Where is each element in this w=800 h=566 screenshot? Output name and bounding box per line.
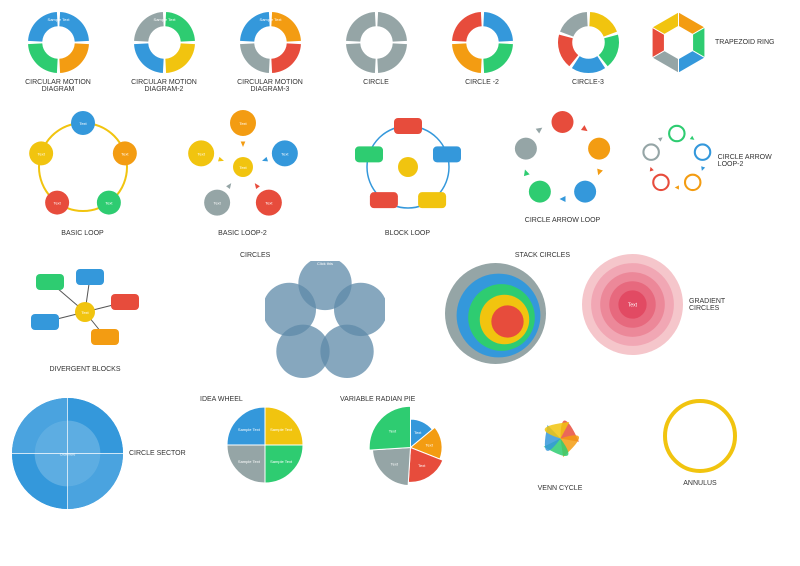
diagram-label: GRADIENT CIRCLES [689, 298, 749, 312]
diagram-label: CIRCLES [240, 252, 270, 259]
svg-text:Sample Text: Sample Text [259, 17, 282, 22]
svg-text:Text: Text [239, 121, 247, 126]
svg-text:Sample Text: Sample Text [270, 427, 293, 432]
svg-text:Text: Text [53, 201, 61, 206]
svg-text:Click here: Click here [60, 453, 76, 457]
diagram-label: CIRCLE -2 [465, 79, 499, 86]
svg-text:Text: Text [388, 429, 396, 434]
diagram-label: CIRCLE [363, 79, 389, 86]
diagram-label: IDEA WHEEL [200, 396, 243, 403]
row-2: TextTextTextTextTextBASIC LOOPTextTextTe… [10, 108, 790, 237]
diagram-label: DIVERGENT BLOCKS [49, 366, 120, 373]
diagram-label: BASIC LOOP-2 [218, 230, 267, 237]
diagram-label: VENN CYCLE [538, 485, 583, 492]
diagram-label: BLOCK LOOP [385, 230, 430, 237]
svg-text:Sample Text: Sample Text [153, 17, 176, 22]
diagram-label: BASIC LOOP [61, 230, 103, 237]
svg-text:Click this: Click this [317, 261, 333, 266]
diagram-label: ANNULUS [683, 480, 716, 487]
diagram-cell: CIRCLE ARROW LOOP-2 [640, 108, 775, 213]
diagram-label: TRAPEZOID RING [715, 39, 775, 46]
diagram-cell: BLOCK LOOP [330, 108, 485, 237]
diagram-cell: Text DIVERGENT BLOCKS [10, 252, 160, 373]
diagram-cell: Click here CIRCLE SECTOR [10, 396, 190, 511]
diagram-cell: Sample Text CIRCULAR MOTION DIAGRAM-3 [222, 10, 318, 93]
diagram-cell: Text GRADIENT CIRCLES [580, 252, 760, 357]
diagram-label: CIRCULAR MOTION DIAGRAM [13, 79, 103, 93]
diagram-label: CIRCLE ARROW LOOP-2 [718, 154, 775, 168]
svg-text:Text: Text [81, 310, 89, 315]
diagram-cell: Text Text Text Text Text BASIC LOOP [10, 108, 155, 237]
row-3: Text DIVERGENT BLOCKS CIRCLES Click this STA… [10, 252, 790, 381]
diagram-label: CIRCLE ARROW LOOP [525, 217, 600, 224]
svg-text:Sample Text: Sample Text [270, 459, 293, 464]
svg-text:Text: Text [418, 463, 426, 468]
diagram-label: CIRCLE-3 [572, 79, 604, 86]
svg-text:Sample Text: Sample Text [238, 459, 261, 464]
diagram-cell: VARIABLE RADIAN PIE Text Text Text Text Text [340, 396, 480, 490]
svg-text:Text: Text [628, 303, 638, 309]
diagram-cell: CIRCLES Click this [240, 252, 410, 381]
svg-text:Text: Text [425, 443, 433, 448]
svg-text:Sample Text: Sample Text [47, 17, 70, 22]
diagram-label: CIRCULAR MOTION DIAGRAM-3 [225, 79, 315, 93]
svg-text:Text: Text [213, 201, 221, 206]
diagram-cell: ANNULUS [640, 396, 760, 487]
diagram-gallery: Sample TextCIRCULAR MOTION DIAGRAMSample… [10, 10, 790, 511]
row-1: Sample TextCIRCULAR MOTION DIAGRAMSample… [10, 10, 790, 93]
diagram-cell: Sample Text CIRCULAR MOTION DIAGRAM [10, 10, 106, 93]
diagram-cell: TRAPEZOID RING [646, 10, 790, 75]
svg-text:Text: Text [37, 151, 45, 156]
diagram-label: STACK CIRCLES [515, 252, 570, 259]
svg-text:Text: Text [390, 462, 398, 467]
svg-text:Text: Text [197, 151, 205, 156]
diagram-cell: Text Text Text Text Text Text BASIC LOOP-2 [165, 108, 320, 237]
svg-text:Text: Text [239, 165, 247, 170]
row-4: Click here CIRCLE SECTOR IDEA WHEEL Sample … [10, 396, 790, 511]
svg-text:Text: Text [414, 430, 422, 435]
svg-text:Text: Text [79, 121, 87, 126]
svg-text:Text: Text [121, 151, 129, 156]
svg-text:Text: Text [105, 201, 113, 206]
diagram-label: CIRCULAR MOTION DIAGRAM-2 [119, 79, 209, 93]
svg-text:Sample Text: Sample Text [238, 427, 261, 432]
svg-text:Text: Text [265, 201, 273, 206]
diagram-label: CIRCLE SECTOR [129, 450, 186, 457]
diagram-label: VARIABLE RADIAN PIE [340, 396, 415, 403]
diagram-cell: VENN CYCLE [490, 396, 630, 492]
diagram-cell: IDEA WHEEL Sample Text Sample Text Sample T… [200, 396, 330, 485]
diagram-cell: STACK CIRCLES [420, 252, 570, 366]
svg-text:Text: Text [281, 151, 289, 156]
diagram-cell: CIRCLE ARROW LOOP [495, 108, 630, 224]
diagram-cell: Sample Text CIRCULAR MOTION DIAGRAM-2 [116, 10, 212, 93]
diagram-cell: CIRCLE -2 [434, 10, 530, 86]
diagram-cell: CIRCLE-3 [540, 10, 636, 86]
diagram-cell: CIRCLE [328, 10, 424, 86]
